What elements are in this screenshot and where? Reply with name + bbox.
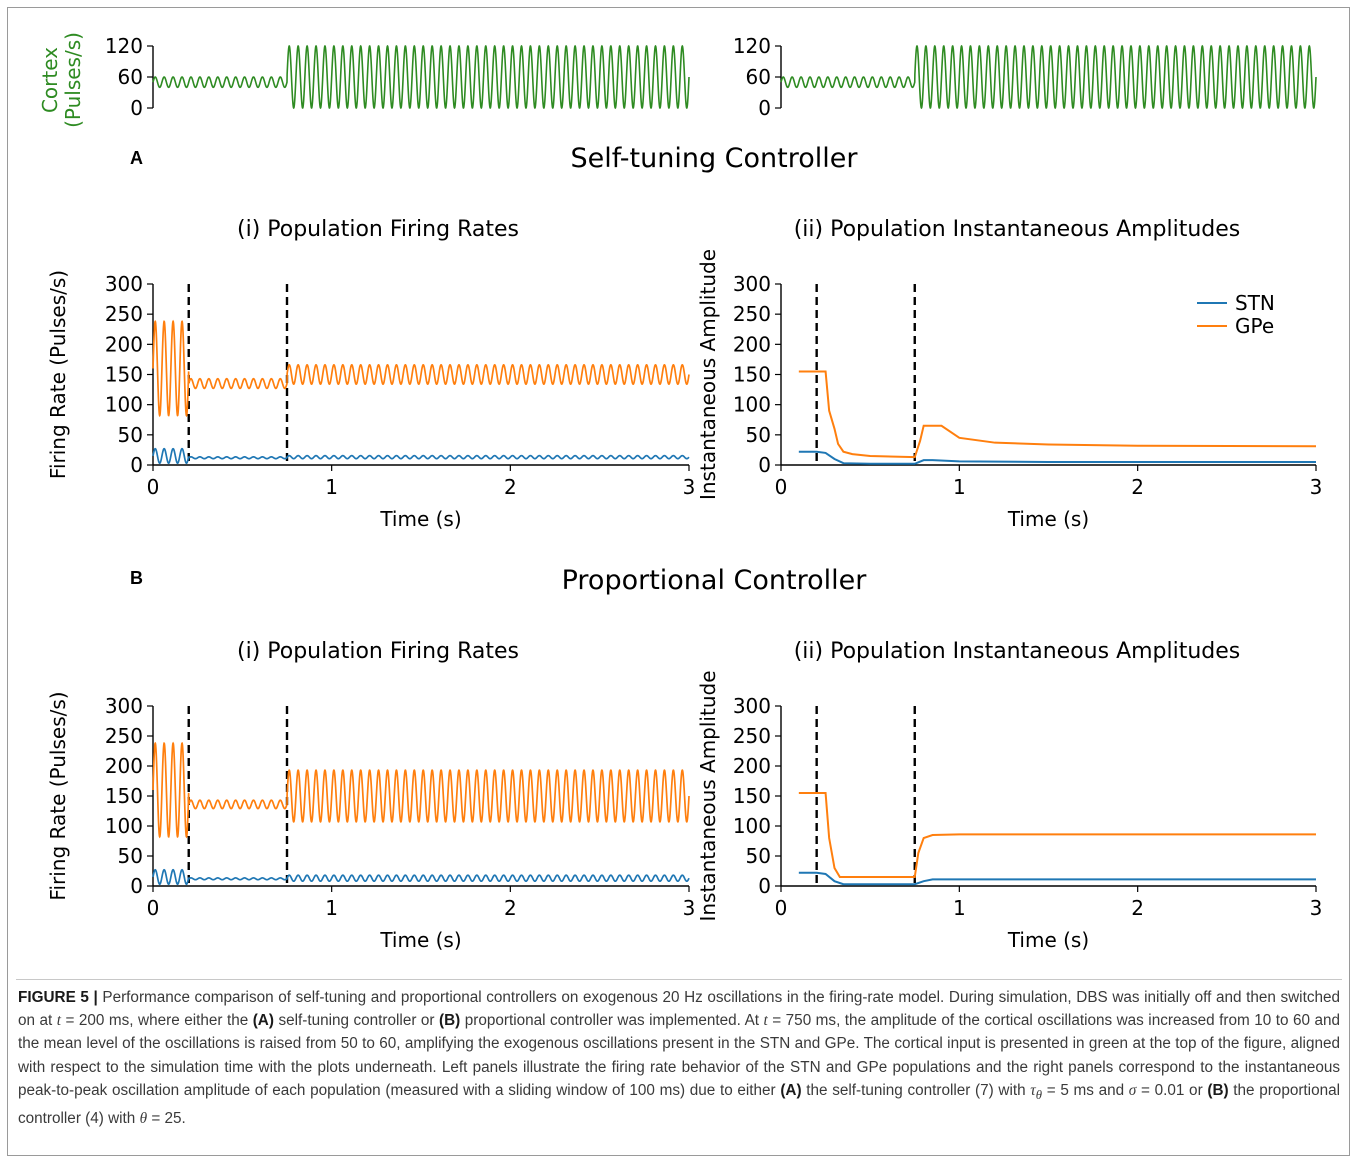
caption-divider bbox=[16, 979, 1342, 980]
figure-frame bbox=[7, 7, 1350, 1156]
cortex-y-tick-label: 120 bbox=[105, 34, 143, 58]
cortex-y-tick-label: 0 bbox=[758, 96, 771, 120]
y-tick-label: 50 bbox=[118, 844, 143, 868]
x-tick-label: 2 bbox=[504, 896, 517, 920]
cortex-y-tick-label: 120 bbox=[733, 34, 771, 58]
y-tick-label: 300 bbox=[105, 272, 143, 296]
legend-gpe-label: GPe bbox=[1235, 314, 1274, 338]
x-axis-label: Time (s) bbox=[1007, 507, 1089, 531]
y-tick-label: 250 bbox=[733, 724, 771, 748]
panel-heading: Self-tuning Controller bbox=[571, 143, 859, 174]
y-axis-label: Firing Rate (Pulses/s) bbox=[46, 691, 70, 900]
y-tick-label: 150 bbox=[105, 784, 143, 808]
legend-stn-label: STN bbox=[1235, 291, 1275, 315]
cortex-trace bbox=[152, 44, 690, 110]
y-tick-label: 100 bbox=[105, 814, 143, 838]
x-tick-label: 3 bbox=[683, 475, 696, 499]
right-plot-title: (ii) Population Instantaneous Amplitudes bbox=[794, 217, 1241, 242]
y-axis-label: Firing Rate (Pulses/s) bbox=[46, 270, 70, 479]
y-tick-label: 300 bbox=[733, 694, 771, 718]
cortex-trace bbox=[780, 44, 1317, 110]
y-tick-label: 150 bbox=[733, 784, 771, 808]
gpe-trace bbox=[152, 741, 690, 839]
gpe-trace bbox=[798, 370, 1317, 459]
cortex-y-label-line1: Cortex bbox=[38, 47, 62, 113]
y-tick-label: 250 bbox=[105, 302, 143, 326]
y-tick-label: 0 bbox=[758, 874, 771, 898]
y-tick-label: 100 bbox=[733, 393, 771, 417]
y-tick-label: 0 bbox=[130, 453, 143, 477]
x-tick-label: 3 bbox=[1310, 896, 1323, 920]
x-tick-label: 0 bbox=[147, 475, 160, 499]
x-tick-label: 1 bbox=[325, 475, 338, 499]
y-tick-label: 200 bbox=[105, 754, 143, 778]
y-tick-label: 250 bbox=[733, 302, 771, 326]
y-axis-label: Instantaneous Amplitude bbox=[696, 670, 720, 921]
figure-caption: FIGURE 5 | Performance comparison of sel… bbox=[18, 989, 1340, 1128]
y-tick-label: 50 bbox=[746, 844, 771, 868]
x-axis-label: Time (s) bbox=[1007, 928, 1089, 952]
y-tick-label: 200 bbox=[733, 332, 771, 356]
x-tick-label: 1 bbox=[953, 896, 966, 920]
y-tick-label: 100 bbox=[105, 393, 143, 417]
x-tick-label: 2 bbox=[1131, 896, 1144, 920]
y-tick-label: 300 bbox=[733, 272, 771, 296]
y-tick-label: 0 bbox=[130, 874, 143, 898]
gpe-trace bbox=[152, 319, 690, 418]
x-tick-label: 0 bbox=[775, 475, 788, 499]
x-tick-label: 0 bbox=[147, 896, 160, 920]
x-tick-label: 1 bbox=[953, 475, 966, 499]
y-tick-label: 150 bbox=[733, 363, 771, 387]
y-tick-label: 300 bbox=[105, 694, 143, 718]
stn-trace bbox=[152, 868, 690, 886]
left-plot-title: (i) Population Firing Rates bbox=[237, 217, 519, 242]
x-tick-label: 2 bbox=[1131, 475, 1144, 499]
caption-label: FIGURE 5 | bbox=[18, 989, 98, 1006]
panel-heading: Proportional Controller bbox=[562, 565, 868, 596]
gpe-trace bbox=[798, 792, 1316, 878]
y-tick-label: 150 bbox=[105, 363, 143, 387]
x-axis-label: Time (s) bbox=[379, 928, 461, 952]
y-axis-label: Instantaneous Amplitude bbox=[696, 249, 720, 500]
panel-letter: A bbox=[130, 148, 143, 168]
y-tick-label: 100 bbox=[733, 814, 771, 838]
y-tick-label: 50 bbox=[746, 423, 771, 447]
stn-trace bbox=[798, 450, 1316, 465]
stn-trace bbox=[152, 447, 690, 465]
cortex-y-tick-label: 60 bbox=[118, 65, 143, 89]
y-tick-label: 0 bbox=[758, 453, 771, 477]
x-tick-label: 3 bbox=[683, 896, 696, 920]
stn-trace bbox=[798, 871, 1316, 886]
cortex-y-label-line2: (Pulses/s) bbox=[61, 32, 85, 128]
x-axis-label: Time (s) bbox=[379, 507, 461, 531]
left-plot-title: (i) Population Firing Rates bbox=[237, 639, 519, 664]
y-tick-label: 200 bbox=[733, 754, 771, 778]
y-tick-label: 50 bbox=[118, 423, 143, 447]
cortex-y-tick-label: 0 bbox=[130, 96, 143, 120]
panel-letter: B bbox=[130, 568, 143, 588]
x-tick-label: 3 bbox=[1310, 475, 1323, 499]
cortex-y-tick-label: 60 bbox=[746, 65, 771, 89]
right-plot-title: (ii) Population Instantaneous Amplitudes bbox=[794, 639, 1241, 664]
y-tick-label: 200 bbox=[105, 332, 143, 356]
x-tick-label: 1 bbox=[325, 896, 338, 920]
x-tick-label: 2 bbox=[504, 475, 517, 499]
y-tick-label: 250 bbox=[105, 724, 143, 748]
x-tick-label: 0 bbox=[775, 896, 788, 920]
